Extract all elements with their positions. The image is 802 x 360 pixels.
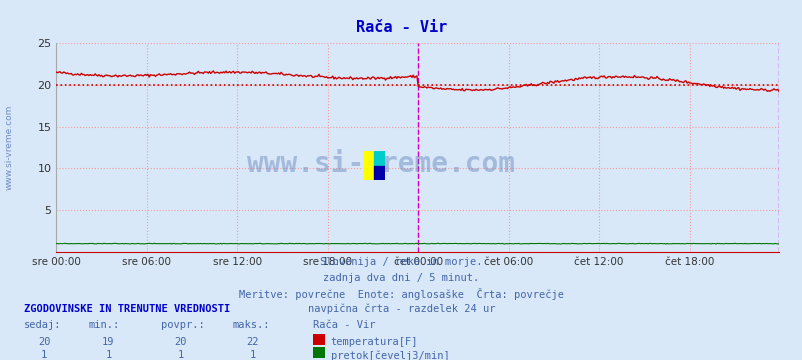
Text: pretok[čevelj3/min]: pretok[čevelj3/min] (330, 350, 449, 360)
Bar (374, 151, 385, 166)
Text: 1: 1 (249, 350, 256, 360)
Text: 20: 20 (38, 337, 51, 347)
Text: sedaj:: sedaj: (24, 320, 62, 330)
Bar (363, 151, 374, 180)
Text: povpr.:: povpr.: (160, 320, 204, 330)
Text: www.si-vreme.com: www.si-vreme.com (247, 150, 515, 178)
Text: ZGODOVINSKE IN TRENUTNE VREDNOSTI: ZGODOVINSKE IN TRENUTNE VREDNOSTI (24, 304, 230, 314)
Text: navpična črta - razdelek 24 ur: navpična črta - razdelek 24 ur (307, 304, 495, 314)
Text: 1: 1 (41, 350, 47, 360)
Text: 20: 20 (174, 337, 187, 347)
Text: Rača - Vir: Rača - Vir (355, 20, 447, 35)
Text: 19: 19 (102, 337, 115, 347)
Text: 22: 22 (246, 337, 259, 347)
Text: Slovenija / reke in morje.: Slovenija / reke in morje. (320, 257, 482, 267)
Text: Rača - Vir: Rača - Vir (313, 320, 375, 330)
Text: zadnja dva dni / 5 minut.: zadnja dva dni / 5 minut. (323, 273, 479, 283)
Text: 1: 1 (105, 350, 111, 360)
Text: www.si-vreme.com: www.si-vreme.com (5, 105, 14, 190)
Text: min.:: min.: (88, 320, 119, 330)
Text: maks.:: maks.: (233, 320, 270, 330)
Bar (374, 166, 385, 180)
Text: 1: 1 (177, 350, 184, 360)
Text: temperatura[F]: temperatura[F] (330, 337, 418, 347)
Text: Meritve: povrečne  Enote: anglosaške  Črta: povrečje: Meritve: povrečne Enote: anglosaške Črta… (239, 288, 563, 300)
